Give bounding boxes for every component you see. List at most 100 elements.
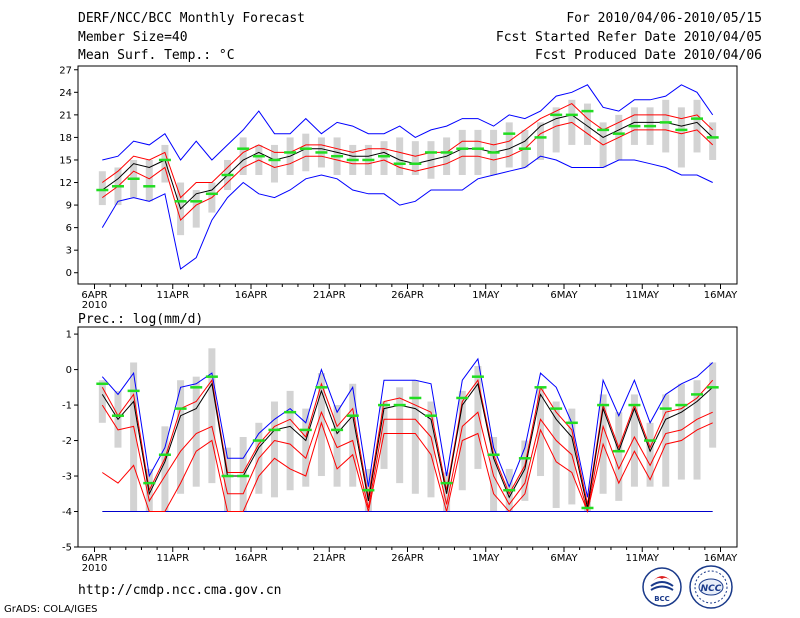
prec-xlabel-7: 11MAY [625, 553, 659, 564]
prec-spread-box-9 [239, 437, 247, 512]
temp-ytick-label-1: 3 [66, 246, 72, 257]
temp-year-label: 2010 [82, 300, 107, 311]
prec-spread-box-21 [427, 401, 435, 498]
prec-ensemble-mean-line [101, 382, 714, 509]
precip-panel-title: Prec.: log(mm/d) [78, 312, 203, 327]
prec-spread-box-34 [630, 394, 638, 487]
member-size-label: Member Size=40 [78, 30, 188, 45]
temp-upper-spread-line [102, 102, 714, 199]
prec-spread-box-12 [286, 390, 294, 491]
temp-spread-box-11 [270, 144, 278, 183]
prec-spread-box-27 [521, 440, 529, 501]
temp-xlabel-4: 26APR [391, 290, 424, 301]
prec-spread-box-29 [552, 401, 560, 508]
prec-spread-box-11 [270, 401, 278, 498]
prec-spread-box-35 [646, 422, 654, 487]
footer-url[interactable]: http://cmdp.ncc.cma.gov.cn [78, 583, 282, 598]
prec-plot-frame [77, 326, 738, 548]
prec-lower2-spread-line [102, 421, 713, 514]
ncc-logo-text: NCC [701, 584, 722, 594]
prec-spread-box-4 [161, 426, 169, 512]
temp-ytick-label-7: 21 [59, 110, 72, 121]
temp-spread-box-38 [693, 99, 701, 153]
temp-xlabel-6: 6MAY [550, 290, 578, 301]
ncc-logo: NCC [689, 565, 733, 609]
temp-lower-spread-line [102, 121, 714, 222]
temp-spread-box-36 [662, 99, 670, 153]
temp-ytick-label-6: 18 [59, 133, 72, 144]
chart-title: DERF/NCC/BCC Monthly Forecast [78, 11, 305, 26]
temp-spread-box-0 [98, 171, 106, 206]
prec-ytick-label-1: -4 [62, 507, 72, 518]
temp-xlabel-3: 21APR [313, 290, 346, 301]
prec-ytick-label-0: -5 [62, 543, 72, 554]
prec-spread-box-0 [98, 380, 106, 423]
temp-xlabel-8: 16MAY [704, 290, 738, 301]
prec-spread-box-37 [677, 383, 685, 480]
prec-spread-box-6 [192, 376, 200, 487]
prec-xlabel-4: 26APR [391, 553, 424, 564]
temp-spread-box-9 [239, 137, 247, 175]
prec-spread-box-2 [130, 362, 138, 512]
prec-ytick-label-3: -2 [62, 436, 72, 447]
temp-spread-box-28 [537, 122, 545, 160]
prec-xlabel-5: 1MAY [472, 553, 500, 564]
temp-xlabel-0: 6APR [81, 290, 107, 301]
temp-spread-box-24 [474, 129, 482, 175]
temp-spread-box-23 [458, 129, 466, 175]
prec-spread-box-36 [662, 394, 670, 487]
prec-spread-box-15 [333, 405, 341, 487]
prec-spread-box-8 [224, 447, 232, 512]
prec-year-label: 2010 [82, 563, 107, 574]
temp-spread-box-4 [161, 144, 169, 183]
temp-spread-box-3 [145, 159, 153, 202]
variable-label: Mean Surf. Temp.: °C [78, 48, 235, 63]
start-date: Fcst Started Refer Date 2010/04/05 [495, 30, 762, 45]
temp-ytick-label-8: 24 [59, 88, 72, 99]
temp-spread-box-13 [302, 133, 310, 172]
temp-xlabel-5: 1MAY [472, 290, 500, 301]
prec-max-envelope-line [101, 357, 714, 498]
temp-spread-box-39 [709, 122, 717, 160]
prec-ytick-label-5: 0 [66, 365, 72, 376]
produced-date: Fcst Produced Date 2010/04/06 [535, 48, 762, 63]
temp-spread-box-6 [192, 190, 200, 228]
temp-spread-box-19 [396, 137, 404, 175]
temp-min-envelope-line [101, 155, 713, 270]
prec-spread-box-5 [177, 380, 185, 494]
bcc-logo-text: BCC [654, 595, 670, 603]
temp-ytick-label-2: 6 [66, 223, 72, 234]
prec-spread-box-39 [709, 362, 717, 448]
prec-spread-box-33 [615, 412, 623, 501]
grads-credit: GrADS: COLA/IGES [4, 604, 98, 615]
temp-xlabel-2: 16APR [235, 290, 268, 301]
prec-xlabel-8: 16MAY [704, 553, 738, 564]
temp-spread-box-26 [505, 122, 513, 168]
prec-xlabel-2: 16APR [235, 553, 268, 564]
prec-xlabel-0: 6APR [81, 553, 107, 564]
temp-xlabel-1: 11APR [156, 290, 189, 301]
prec-xlabel-1: 11APR [156, 553, 189, 564]
prec-xlabel-3: 21APR [313, 553, 346, 564]
temp-spread-box-18 [380, 141, 388, 175]
prec-spread-box-16 [349, 383, 357, 487]
temp-ytick-label-5: 15 [59, 155, 72, 166]
prec-xlabel-6: 6MAY [550, 553, 578, 564]
prec-spread-box-19 [396, 387, 404, 484]
temp-spread-box-31 [583, 103, 591, 145]
prec-spread-box-24 [474, 366, 482, 469]
prec-spread-box-13 [302, 408, 310, 487]
temp-xlabel-7: 11MAY [625, 290, 659, 301]
forecast-period: For 2010/04/06-2010/05/15 [566, 11, 762, 26]
temp-ytick-label-0: 0 [66, 268, 72, 279]
temp-spread-box-29 [552, 107, 560, 153]
temp-ensemble-mean-line [102, 114, 714, 210]
prec-ytick-label-6: 1 [66, 330, 72, 341]
temp-spread-box-37 [677, 107, 685, 168]
bcc-logo: BCC [642, 567, 682, 607]
prec-ytick-label-2: -3 [62, 472, 72, 483]
temp-ytick-label-4: 12 [59, 178, 72, 189]
prec-upper-spread-line [101, 378, 714, 505]
